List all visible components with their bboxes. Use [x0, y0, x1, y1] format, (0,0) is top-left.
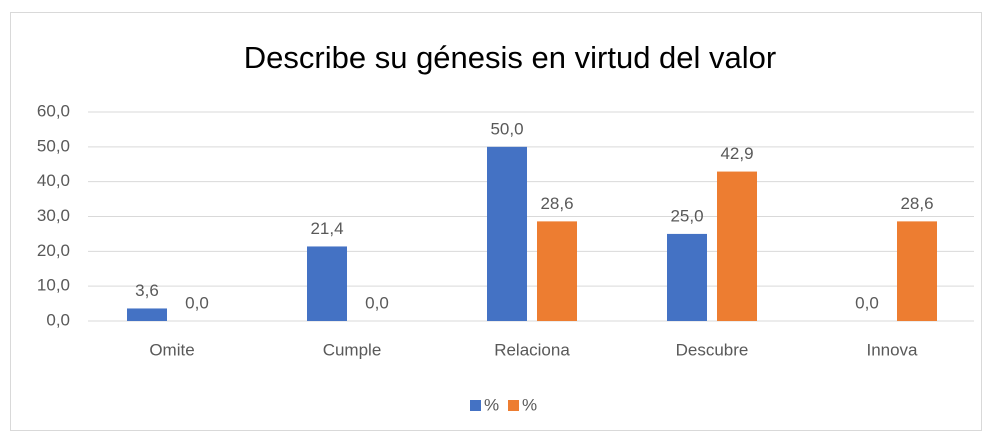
y-tick-label: 60,0: [37, 101, 70, 120]
bar: [667, 233, 707, 321]
value-label: 0,0: [185, 293, 209, 312]
legend-label: %: [484, 395, 499, 414]
x-tick-label: Innova: [866, 340, 918, 359]
bar: [537, 221, 577, 321]
y-tick-label: 0,0: [46, 310, 70, 329]
bar: [717, 171, 757, 321]
bar: [487, 146, 527, 321]
y-tick-label: 40,0: [37, 171, 70, 190]
y-tick-label: 10,0: [37, 276, 70, 295]
legend-swatch: [470, 400, 481, 411]
legend-label: %: [522, 395, 537, 414]
value-label: 25,0: [670, 206, 703, 225]
value-label: 0,0: [365, 293, 389, 312]
y-tick-label: 50,0: [37, 136, 70, 155]
y-tick-label: 20,0: [37, 241, 70, 260]
value-label: 50,0: [490, 119, 523, 138]
bar: [897, 221, 937, 321]
value-label: 0,0: [855, 293, 879, 312]
bar: [307, 246, 347, 321]
value-label: 21,4: [310, 219, 343, 238]
bar: [127, 308, 167, 321]
x-tick-label: Descubre: [676, 340, 749, 359]
legend-swatch: [508, 400, 519, 411]
value-label: 28,6: [900, 194, 933, 213]
y-tick-label: 30,0: [37, 206, 70, 225]
value-label: 42,9: [720, 144, 753, 163]
chart-title: Describe su génesis en virtud del valor: [244, 40, 776, 75]
value-label: 3,6: [135, 281, 159, 300]
x-tick-label: Cumple: [323, 340, 382, 359]
x-tick-label: Relaciona: [494, 340, 570, 359]
value-label: 28,6: [540, 194, 573, 213]
x-tick-label: Omite: [149, 340, 194, 359]
